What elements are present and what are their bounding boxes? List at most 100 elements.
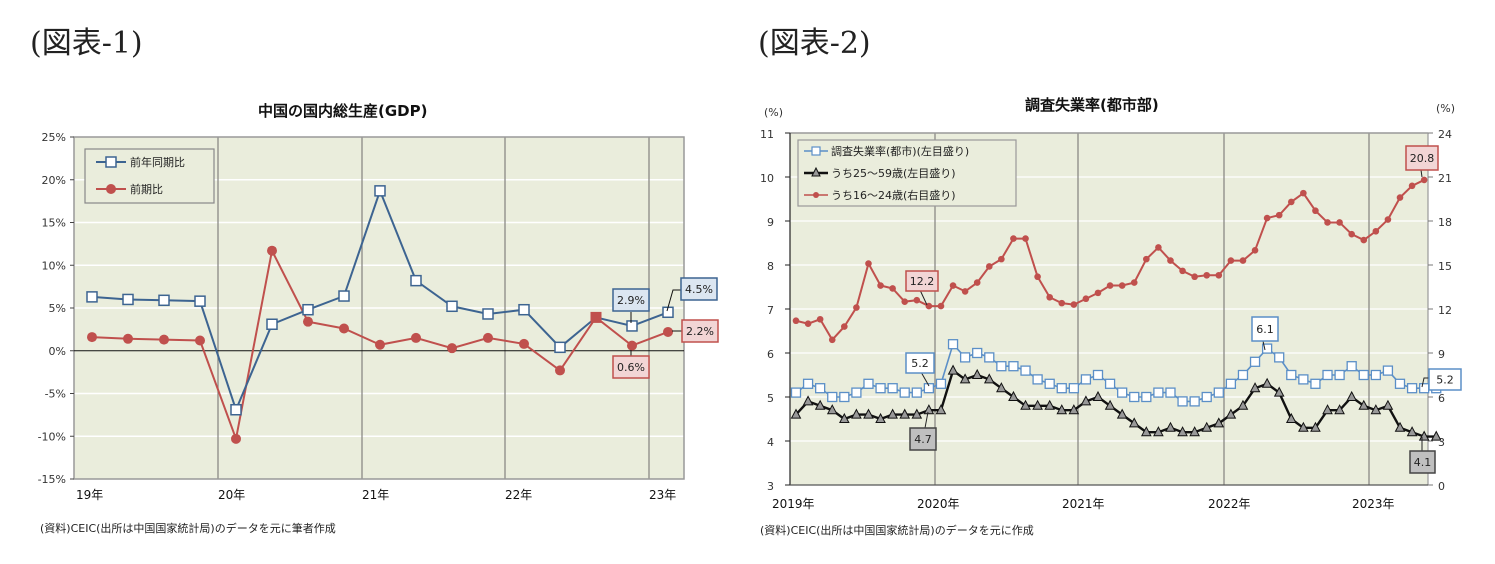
youth-point (1263, 214, 1271, 222)
chart-2-title: 調査失業率(都市部) (1025, 96, 1159, 114)
youth-point (1287, 198, 1295, 206)
urban-point (1032, 374, 1043, 385)
youth-point (816, 315, 824, 323)
yoy-point (86, 291, 98, 303)
qoq-point (519, 338, 529, 349)
age25-59-point (875, 412, 886, 423)
youth-point (1348, 230, 1355, 238)
ann-yoy-2023q1-label: 4.5% (685, 283, 713, 296)
age25-59-point (959, 373, 971, 384)
ann-urban-2019-12-box (905, 352, 935, 374)
x-year-label: 21年 (362, 488, 389, 502)
urban-point (899, 387, 910, 398)
age25-59-point (1322, 404, 1333, 415)
ann-urban-2022-04-box (1251, 316, 1279, 342)
ann-qoq-2022q4-label: 0.6% (617, 361, 645, 374)
urban-point (1165, 387, 1176, 398)
y-tick-label: 0% (49, 345, 66, 358)
right-tick-label: 9 (1438, 348, 1445, 361)
urban-point (1189, 396, 1200, 407)
ann-leader (1262, 340, 1266, 351)
ann-yoy-2023q1-box (680, 277, 718, 301)
x-year-label: 2023年 (1352, 497, 1395, 511)
age25-59-point (911, 408, 923, 419)
youth-point (913, 296, 921, 304)
youth-point (1130, 279, 1138, 286)
urban-point (1406, 383, 1418, 394)
ann-leader (919, 289, 928, 306)
right-tick-label: 21 (1438, 172, 1452, 185)
age25-59-point (1153, 426, 1164, 437)
right-tick-label: 24 (1438, 128, 1452, 141)
left-tick-label: 9 (767, 216, 774, 229)
age25-59-point (1213, 417, 1225, 428)
y-tick-label: 20% (42, 174, 66, 187)
youth-point (1143, 255, 1150, 263)
qoq-point (159, 334, 169, 345)
yoy-point (266, 318, 278, 330)
legend-square-marker-icon (105, 156, 117, 168)
qoq-point (303, 316, 313, 327)
right-tick-label: 3 (1438, 436, 1445, 449)
youth-point (877, 282, 884, 289)
urban-point (1274, 352, 1285, 363)
youth-point (1070, 301, 1078, 308)
age25-59-point (1273, 386, 1285, 397)
urban-point (972, 347, 983, 359)
ann-age-2019-12-label: 4.7 (914, 433, 932, 446)
qoq-point (267, 245, 277, 256)
age25-59-point (1430, 430, 1442, 441)
age25-59-point (1406, 426, 1418, 437)
youth-point (1408, 182, 1416, 190)
y-tick-label: -15% (38, 473, 66, 486)
youth-point (1336, 219, 1343, 226)
qoq-point (231, 433, 241, 444)
youth-point (1094, 289, 1102, 297)
age25-59-point (790, 408, 802, 419)
youth-point (1251, 247, 1259, 254)
youth-point (1106, 282, 1114, 289)
y-tick-label: 10% (42, 259, 66, 272)
ann-youth-2019-12-box (905, 270, 939, 292)
age25-59-point (838, 412, 850, 423)
left-tick-label: 10 (760, 172, 774, 185)
age25-59-point (971, 368, 983, 379)
left-tick-label: 6 (767, 348, 774, 361)
y-tick-label: 15% (42, 217, 66, 230)
right-tick-label: 6 (1438, 392, 1445, 405)
urban-point (863, 378, 874, 389)
urban-point (1104, 378, 1116, 389)
ann-age-2023-05-box (1409, 450, 1436, 474)
x-year-label: 20年 (218, 488, 245, 502)
qoq-point (555, 365, 565, 376)
age25-59-point (887, 408, 898, 419)
qoq-point (663, 326, 673, 337)
youth-point (1155, 244, 1162, 251)
ann-qoq-2022q4-box (612, 355, 650, 379)
youth-point (1300, 189, 1307, 197)
youth-point (1010, 235, 1017, 242)
ann-leader (920, 371, 930, 387)
ann-qoq-2023q1-box (681, 319, 719, 343)
youth-point (1118, 282, 1126, 289)
left-tick-label: 11 (760, 128, 774, 141)
urban-point (1286, 369, 1297, 381)
urban-point (1201, 391, 1212, 403)
youth-point (1239, 257, 1247, 264)
urban-point (923, 383, 935, 394)
urban-point (1068, 383, 1079, 394)
urban-point (790, 387, 802, 398)
yoy-point (410, 274, 422, 287)
x-year-label: 19年 (76, 488, 103, 502)
legend-qoq-label: 前期比 (130, 182, 163, 196)
youth-point (1022, 235, 1029, 242)
right-tick-label: 12 (1438, 304, 1452, 317)
x-year-label: 2019年 (772, 497, 815, 511)
age25-59-point (983, 373, 995, 384)
ann-leader (1421, 377, 1429, 388)
urban-point (1394, 378, 1406, 389)
ann-leader (1420, 169, 1423, 178)
urban-point (1370, 369, 1381, 381)
qoq-point (87, 332, 97, 343)
